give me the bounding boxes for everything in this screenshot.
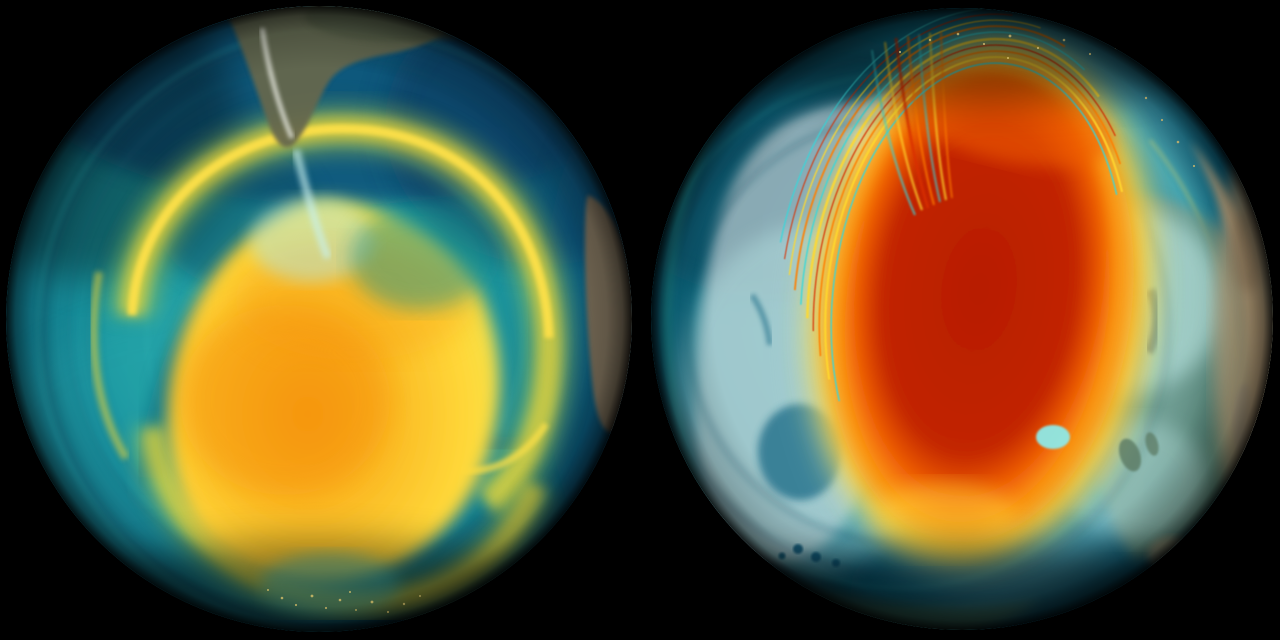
right-limb-shading: [651, 8, 1273, 630]
left-limb-shading: [6, 6, 632, 632]
